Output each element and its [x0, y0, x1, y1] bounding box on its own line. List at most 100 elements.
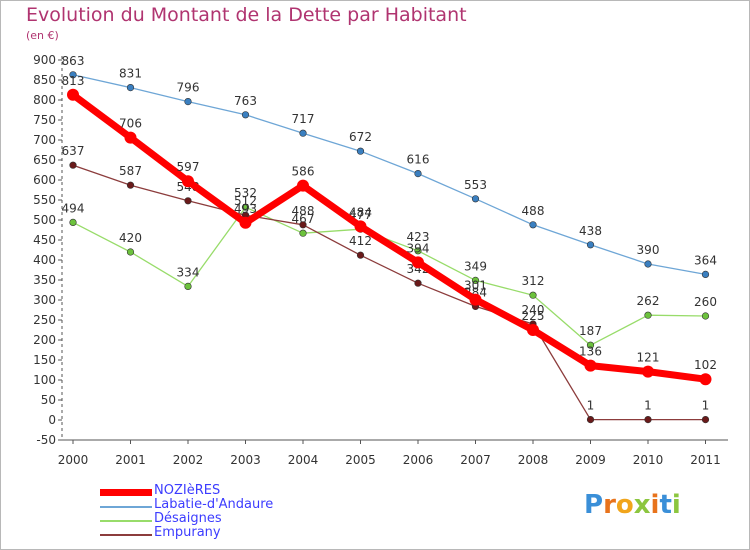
series-line-nozi-res [69, 91, 709, 383]
data-label-nozi-res: 136 [579, 345, 602, 359]
data-label-d-saignes: 262 [637, 294, 660, 308]
data-point-empurany [701, 416, 710, 424]
y-tick-label: 450 [33, 233, 56, 247]
data-label-empurany: 637 [62, 144, 85, 158]
y-tick-label: 100 [33, 373, 56, 387]
logo-letter: o [615, 490, 634, 520]
data-point-nozi-res [412, 256, 424, 269]
x-tick-label: 2005 [345, 453, 376, 467]
legend-swatch [100, 534, 152, 536]
x-tick-label: 2004 [288, 453, 319, 467]
y-tick-label: 850 [33, 73, 56, 87]
data-label-nozi-res: 597 [177, 160, 200, 174]
data-label-nozi-res: 493 [234, 202, 257, 216]
data-point-d-saignes [529, 291, 537, 299]
data-point-labatie-d-andaure [126, 83, 135, 92]
y-tick-label: 650 [33, 153, 56, 167]
data-label-d-saignes: 349 [464, 259, 487, 273]
legend-swatch [100, 489, 152, 496]
data-point-empurany [414, 279, 422, 287]
data-point-labatie-d-andaure [69, 71, 77, 79]
x-tick-label: 2007 [460, 453, 491, 467]
data-point-nozi-res [124, 131, 137, 144]
data-point-labatie-d-andaure [471, 195, 480, 203]
y-tick-label: 300 [33, 293, 56, 307]
data-label-labatie-d-andaure: 717 [292, 112, 315, 126]
data-point-nozi-res [469, 293, 482, 306]
data-label-d-saignes: 467 [292, 212, 315, 226]
y-tick-label: 350 [33, 273, 56, 287]
data-label-labatie-d-andaure: 553 [464, 178, 487, 192]
data-label-nozi-res: 121 [637, 351, 660, 365]
data-label-labatie-d-andaure: 364 [694, 253, 717, 267]
y-tick-label: 900 [33, 53, 56, 67]
data-point-d-saignes [471, 276, 480, 285]
x-tick-label: 2008 [518, 453, 549, 467]
data-point-nozi-res [642, 365, 654, 378]
data-label-d-saignes: 260 [694, 295, 717, 309]
y-tick-label: -50 [36, 433, 56, 447]
data-point-empurany [644, 416, 652, 424]
data-label-empurany: 587 [119, 164, 142, 178]
data-label-nozi-res: 706 [119, 117, 142, 131]
data-point-labatie-d-andaure [356, 147, 365, 155]
data-label-nozi-res: 586 [292, 165, 315, 179]
logo-letter: i [671, 490, 681, 520]
x-tick-label: 2011 [690, 453, 721, 467]
data-label-empurany: 1 [644, 399, 652, 413]
data-label-empurany: 240 [522, 303, 545, 317]
legend-swatch [100, 506, 152, 508]
data-point-labatie-d-andaure [529, 221, 537, 229]
logo-letter: t [659, 490, 672, 520]
data-label-empurany: 512 [234, 194, 257, 208]
logo-letter: P [584, 490, 604, 520]
data-point-empurany [299, 221, 307, 229]
data-label-d-saignes: 187 [579, 324, 602, 338]
data-point-nozi-res [67, 88, 79, 101]
x-tick-label: 2002 [173, 453, 204, 467]
legend-label: Labatie-d'Andaure [154, 497, 274, 512]
data-point-labatie-d-andaure [299, 129, 307, 137]
series-line-empurany [72, 164, 707, 421]
data-label-labatie-d-andaure: 763 [234, 94, 257, 108]
data-label-labatie-d-andaure: 796 [177, 81, 200, 95]
data-point-labatie-d-andaure [414, 170, 422, 178]
data-point-labatie-d-andaure [701, 270, 710, 279]
data-label-nozi-res: 225 [522, 309, 545, 323]
y-tick-label: 50 [41, 393, 56, 407]
data-label-d-saignes: 312 [522, 274, 545, 288]
x-tick-label: 2010 [633, 453, 664, 467]
data-point-empurany [586, 416, 595, 424]
data-point-nozi-res [527, 324, 539, 336]
data-label-nozi-res: 301 [464, 279, 487, 293]
y-tick-label: 550 [33, 193, 56, 207]
x-tick-label: 2003 [230, 453, 261, 467]
logo-letter: r [603, 490, 616, 520]
data-label-d-saignes: 423 [407, 230, 430, 244]
y-tick-label: 800 [33, 93, 56, 107]
data-point-nozi-res [297, 179, 309, 192]
data-label-labatie-d-andaure: 863 [62, 54, 85, 68]
y-tick-label: 200 [33, 333, 56, 347]
data-point-nozi-res [239, 216, 252, 229]
y-tick-label: 750 [33, 113, 56, 127]
data-point-d-saignes [126, 248, 135, 256]
y-tick-label: 250 [33, 313, 56, 327]
series-line-labatie-d-andaure [72, 74, 707, 276]
chart-title: Evolution du Montant de la Dette par Hab… [26, 4, 467, 26]
data-label-empurany: 412 [349, 234, 372, 248]
data-point-empurany [69, 161, 77, 169]
data-point-nozi-res [182, 175, 194, 188]
data-label-d-saignes: 532 [234, 186, 257, 200]
data-point-nozi-res [584, 359, 597, 372]
legend-swatch [100, 520, 152, 522]
data-label-d-saignes: 334 [177, 265, 200, 279]
data-point-labatie-d-andaure [184, 97, 192, 106]
data-point-d-saignes [299, 229, 307, 237]
data-label-empurany: 488 [292, 204, 315, 218]
data-point-empurany [184, 197, 192, 205]
logo-letter: i [650, 490, 660, 520]
legend-label: Empurany [154, 525, 221, 540]
y-tick-label: 150 [33, 353, 56, 367]
